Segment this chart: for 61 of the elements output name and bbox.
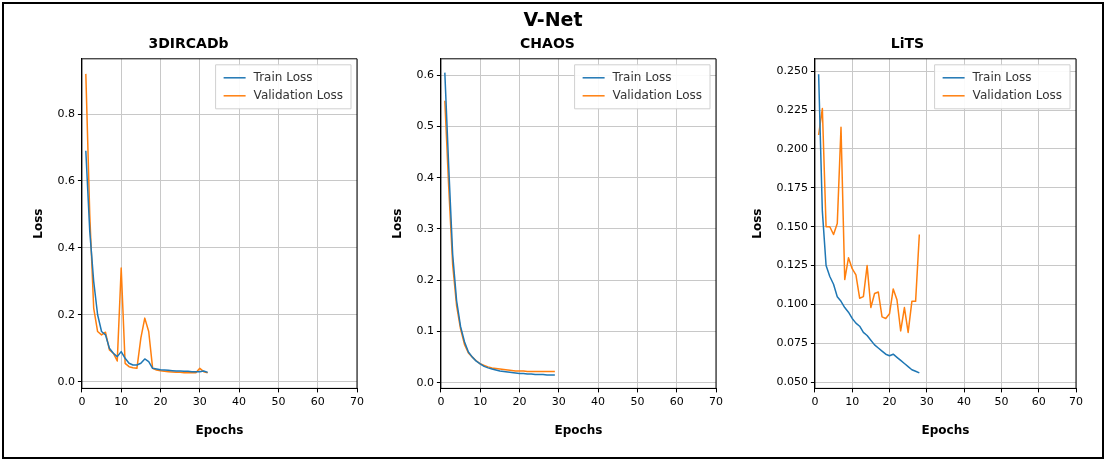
chart-title: LiTS xyxy=(890,35,924,52)
x-tick-label: 50 xyxy=(994,394,1009,408)
x-tick-label: 20 xyxy=(512,394,527,408)
y-tick-label: 0.225 xyxy=(776,102,808,116)
x-tick-label: 20 xyxy=(153,394,168,408)
y-tick-label: 0.100 xyxy=(776,297,808,311)
y-tick-label: 0.4 xyxy=(416,170,435,184)
y-axis-title: Loss xyxy=(31,208,46,239)
y-tick-label: 0.6 xyxy=(416,68,435,82)
y-tick-label: 0.250 xyxy=(776,64,808,78)
legend-label: Validation Loss xyxy=(253,87,344,102)
y-tick-label: 0.8 xyxy=(57,106,76,120)
y-tick-label: 0.6 xyxy=(57,173,76,187)
y-axis-title: Loss xyxy=(390,208,405,239)
x-tick-label: 70 xyxy=(1068,394,1083,408)
x-tick-label: 40 xyxy=(591,394,606,408)
y-tick-label: 0.4 xyxy=(57,240,76,254)
x-tick-label: 70 xyxy=(709,394,724,408)
text: V-Net xyxy=(522,7,584,32)
x-tick-label: 70 xyxy=(350,394,365,408)
x-tick-label: 0 xyxy=(78,394,86,408)
x-tick-label: 60 xyxy=(1031,394,1046,408)
y-tick-label: 0.5 xyxy=(416,119,435,133)
y-tick-label: 0.2 xyxy=(57,307,76,321)
x-tick-label: 0 xyxy=(437,394,445,408)
chart-title: CHAOS xyxy=(520,35,576,52)
y-tick-label: 0.125 xyxy=(776,258,808,272)
y-tick-label: 0.3 xyxy=(416,221,435,235)
y-axis-title: Loss xyxy=(750,208,765,239)
x-tick-label: 60 xyxy=(310,394,325,408)
x-tick-label: 40 xyxy=(956,394,971,408)
x-axis-title: Epochs xyxy=(921,422,970,437)
x-tick-label: 0 xyxy=(811,394,819,408)
x-tick-label: 50 xyxy=(630,394,645,408)
y-tick-label: 0.050 xyxy=(776,375,808,389)
y-tick-label: 0.175 xyxy=(776,180,808,194)
legend-label: Validation Loss xyxy=(972,87,1062,102)
x-tick-label: 10 xyxy=(114,394,129,408)
x-tick-label: 30 xyxy=(192,394,207,408)
y-tick-label: 0.200 xyxy=(776,141,808,155)
x-tick-label: 10 xyxy=(845,394,859,408)
y-tick-label: 0.0 xyxy=(416,375,435,389)
legend-label: Train Loss xyxy=(252,69,313,84)
x-tick-label: 30 xyxy=(552,394,567,408)
x-tick-label: 10 xyxy=(473,394,488,408)
legend-label: Train Loss xyxy=(971,69,1032,84)
x-tick-label: 20 xyxy=(882,394,897,408)
x-axis-title: Epochs xyxy=(555,422,603,437)
chart-title: 3DIRCADb xyxy=(148,35,229,52)
x-tick-label: 50 xyxy=(271,394,286,408)
y-tick-label: 0.150 xyxy=(776,219,808,233)
x-axis-title: Epochs xyxy=(195,422,244,437)
y-tick-label: 0.1 xyxy=(416,324,435,338)
x-tick-label: 30 xyxy=(919,394,934,408)
legend-label: Train Loss xyxy=(612,69,673,84)
y-tick-label: 0.075 xyxy=(776,336,808,350)
x-tick-label: 40 xyxy=(232,394,247,408)
legend-label: Validation Loss xyxy=(613,87,703,102)
y-tick-label: 0.2 xyxy=(416,273,435,287)
x-tick-label: 60 xyxy=(670,394,685,408)
y-tick-label: 0.0 xyxy=(57,374,76,388)
